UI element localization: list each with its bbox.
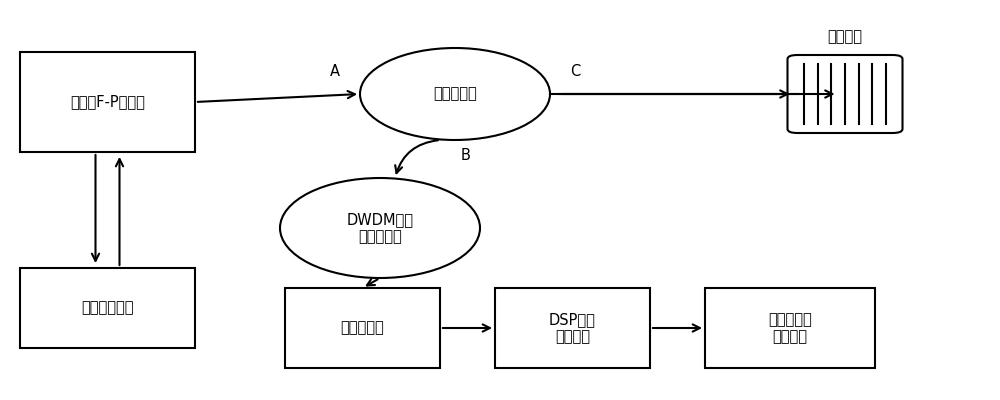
Text: 光纤光栅: 光纤光栅 [828,30,862,44]
FancyBboxPatch shape [20,52,195,152]
FancyBboxPatch shape [495,288,650,368]
Ellipse shape [280,178,480,278]
Text: B: B [461,148,471,164]
Text: DSP信号
处理模块: DSP信号 处理模块 [549,312,596,344]
Text: A: A [330,64,340,80]
Text: DWDM密集
波分复用器: DWDM密集 波分复用器 [347,212,414,244]
Text: C: C [570,64,580,80]
Text: 多纵模F-P激光器: 多纵模F-P激光器 [70,94,145,110]
Ellipse shape [360,48,550,140]
FancyBboxPatch shape [20,268,195,348]
FancyBboxPatch shape [788,55,902,133]
FancyBboxPatch shape [285,288,440,368]
Text: 光纤耦合器: 光纤耦合器 [433,86,477,102]
Text: 功率控制单元: 功率控制单元 [81,300,134,316]
Text: 中央控制与
显示单元: 中央控制与 显示单元 [768,312,812,344]
Text: 光电探测器: 光电探测器 [341,320,384,336]
FancyBboxPatch shape [705,288,875,368]
